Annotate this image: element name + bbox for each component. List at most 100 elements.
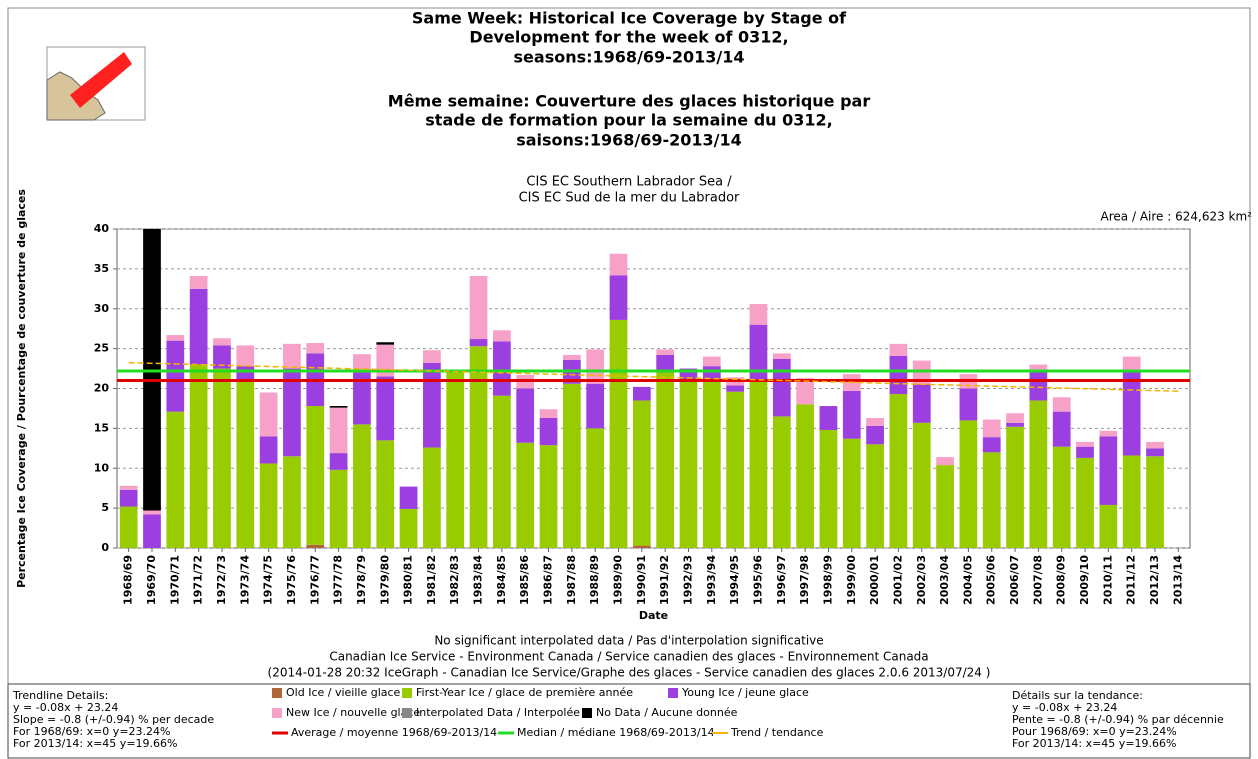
x-tick-label: 1973/74 [238,555,251,605]
bar-segment [423,447,441,548]
bar-segment [423,362,441,448]
bar-segment [1146,441,1164,449]
bar-segment [842,438,861,548]
legend-swatch [272,688,282,698]
bar-segment [1076,446,1094,458]
x-tick-label: 2004/05 [961,555,974,605]
trend-detail: Détails sur la tendance: [1012,689,1143,702]
bar-segment [749,380,768,548]
bar-segment [236,380,255,548]
x-tick-label: 1979/80 [378,555,391,605]
bar-segment [959,420,978,548]
x-tick-label: 1985/86 [518,555,531,605]
x-tick-label: 1999/00 [845,555,858,605]
trend-detail: y = -0.08x + 23.24 [13,701,118,714]
bar-segment [679,380,698,548]
legend-label: First-Year Ice / glace de première année [416,686,633,699]
x-tick-label: 1992/93 [681,555,694,605]
legend-swatch [402,688,412,698]
bar-segment [189,364,208,548]
bar-segment [982,419,1001,438]
x-axis-label: Date [639,609,668,622]
bar-segment [376,376,395,441]
bar-segment [423,350,441,363]
trend-detail: Trendline Details: [12,689,108,702]
bar-segment [1052,446,1071,548]
legend-swatch [582,708,592,718]
bar-segment [679,368,698,381]
x-tick-label: 2006/07 [1008,555,1021,605]
x-tick-label: 2007/08 [1031,555,1044,605]
bar-segment [283,456,301,548]
bar-segment [912,360,931,385]
bar-segment [329,407,348,454]
bar-segment [376,342,395,345]
bar-segment [772,353,791,359]
trend-detail: Pente = -0.8 (+/-0.94) % par décennie [1012,713,1224,726]
trend-detail: Pour 1968/69: x=0 y=23.24% [1012,725,1177,738]
bar-segment [329,406,348,408]
bar-segment [469,276,488,340]
bar-segment [656,355,675,373]
x-tick-label: 2005/06 [985,555,998,605]
trend-detail: y = -0.08x + 23.24 [1012,701,1117,714]
bar-segment [912,384,931,423]
x-tick-label: 1977/78 [332,555,345,605]
x-tick-label: 1971/72 [192,555,205,605]
legend-swatch [272,708,282,718]
bar-segment [516,388,535,443]
bar-segment [889,394,908,548]
bar-segment [656,372,675,548]
bar-segment [1146,448,1164,457]
subtitle: CIS EC Sud de la mer du Labrador [519,191,740,206]
bar-segment [866,418,884,426]
bar-segment [1122,356,1141,370]
bar-segment [143,514,161,548]
bar-segment [306,544,325,548]
bar-segment [469,339,488,347]
bar-segment [236,366,255,381]
bar-segment [189,276,208,289]
x-tick-label: 1982/83 [448,555,461,605]
bar-segment [213,345,231,369]
bar-segment [656,349,675,356]
bar-segment [306,343,325,354]
bar-segment [143,510,161,515]
chart-title: saisons:1968/69-2013/14 [516,131,742,150]
bar-segment [516,442,535,548]
x-tick-label: 1980/81 [402,555,415,605]
chart-title: seasons:1968/69-2013/14 [514,48,745,67]
x-tick-label: 1972/73 [215,555,228,605]
x-tick-label: 2013/14 [1171,555,1184,605]
bar-segment [376,440,395,548]
bar-segment [446,371,465,548]
chart-title: stade de formation pour la semaine du 03… [425,111,832,130]
bar-segment [236,345,255,367]
x-tick-label: 2003/04 [938,555,951,605]
legend-label: New Ice / nouvelle glace [286,706,420,719]
chart-title: Même semaine: Couverture des glaces hist… [388,92,871,111]
subtitle: CIS EC Southern Labrador Sea / [526,175,732,190]
bar-segment [586,349,605,384]
bar-segment [469,346,488,548]
x-tick-label: 1988/89 [588,555,601,605]
legend-label: Average / moyenne 1968/69-2013/14 [291,726,497,739]
bar-segment [1052,411,1071,447]
bar-segment [1006,413,1024,423]
legend-label: Median / médiane 1968/69-2013/14 [517,726,715,739]
bar-segment [399,486,418,509]
bar-segment [353,372,371,425]
bar-segment [702,356,721,367]
bar-segment [726,385,745,392]
x-tick-label: 1968/69 [122,555,135,605]
bar-segment [749,303,768,325]
x-tick-label: 2001/02 [891,555,904,605]
bar-segment [842,390,861,439]
bar-segment [1122,369,1141,456]
bar-segment [1029,400,1048,548]
bar-segment [376,344,395,377]
x-tick-label: 1981/82 [425,555,438,605]
bar-segment [166,335,185,341]
bar-segment [189,288,208,365]
